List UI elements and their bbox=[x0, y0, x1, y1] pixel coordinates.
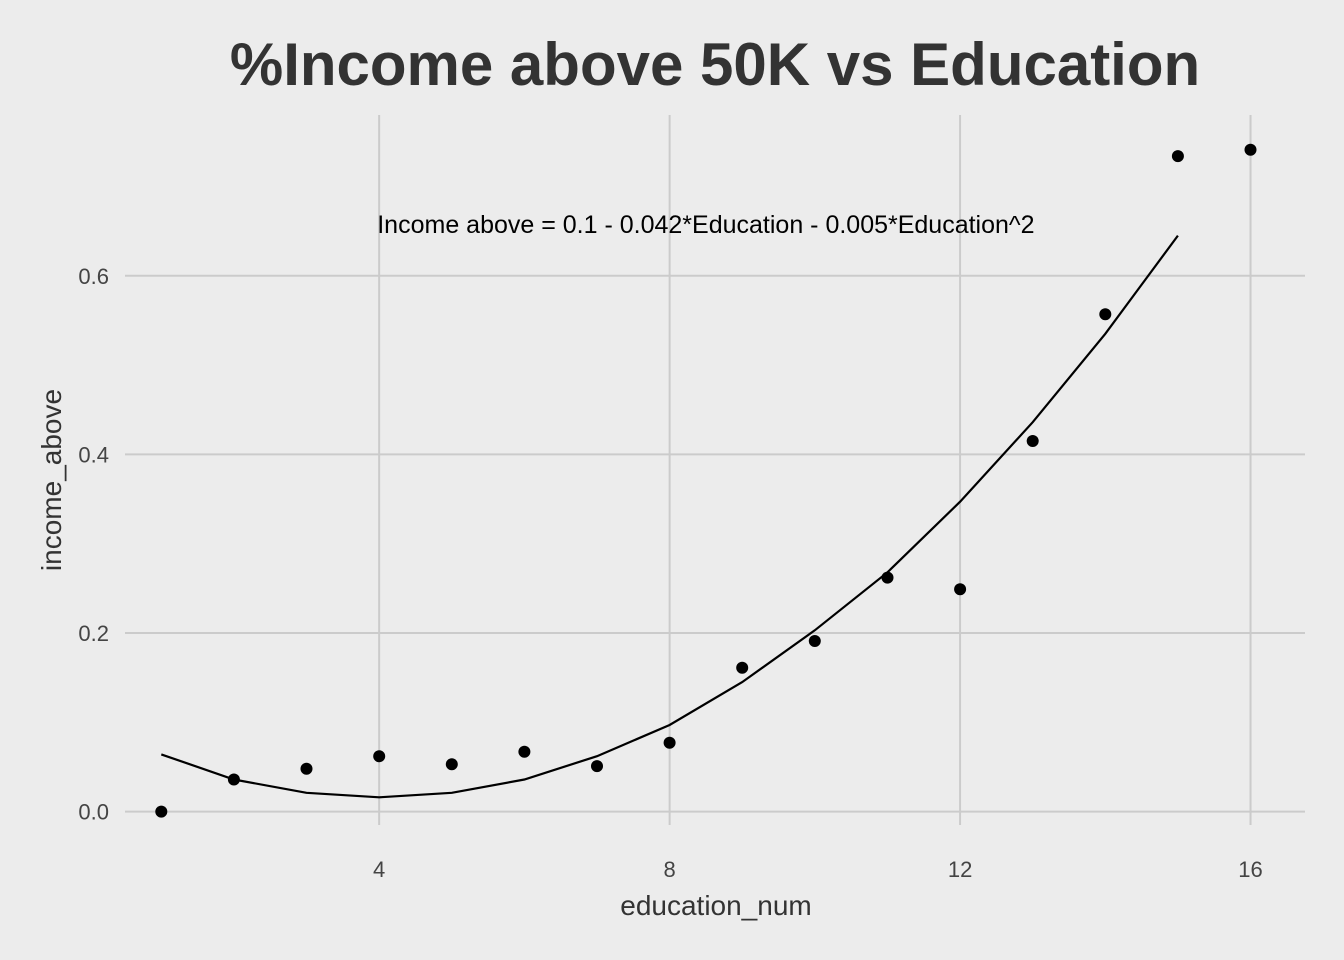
data-point bbox=[1244, 143, 1257, 156]
y-tick-label: 0.0 bbox=[78, 800, 109, 825]
y-tick-label: 0.2 bbox=[78, 621, 109, 646]
data-point bbox=[663, 736, 676, 749]
x-tick-label: 4 bbox=[373, 857, 385, 882]
fit-line bbox=[160, 234, 1179, 799]
x-tick-label: 8 bbox=[663, 857, 675, 882]
chart-title: %Income above 50K vs Education bbox=[230, 31, 1200, 98]
data-point bbox=[808, 635, 821, 647]
data-point bbox=[1026, 435, 1039, 447]
data-point bbox=[155, 805, 168, 818]
tick-label-layer: 0.0 0.2 0.4 0.6 4 8 12 16 bbox=[78, 264, 1262, 882]
fit-line-layer bbox=[160, 234, 1179, 799]
grid-layer bbox=[125, 115, 1305, 825]
y-axis-label: income_above bbox=[36, 389, 67, 571]
data-point bbox=[736, 661, 749, 674]
data-point bbox=[591, 760, 603, 773]
x-tick-label: 12 bbox=[948, 857, 972, 882]
data-point bbox=[1171, 150, 1184, 163]
data-point bbox=[881, 571, 894, 584]
data-point bbox=[300, 762, 313, 775]
data-point bbox=[227, 773, 240, 786]
data-point bbox=[1099, 308, 1112, 321]
point-layer bbox=[155, 143, 1257, 818]
x-axis-label: education_num bbox=[620, 890, 811, 921]
x-tick-label: 16 bbox=[1238, 857, 1262, 882]
data-point bbox=[954, 583, 967, 596]
data-point bbox=[518, 745, 531, 758]
y-tick-label: 0.4 bbox=[78, 442, 109, 467]
fit-equation-annotation: Income above = 0.1 - 0.042*Education - 0… bbox=[377, 211, 1034, 239]
data-point bbox=[373, 750, 386, 763]
y-tick-label: 0.6 bbox=[78, 264, 109, 289]
data-point bbox=[445, 758, 458, 771]
